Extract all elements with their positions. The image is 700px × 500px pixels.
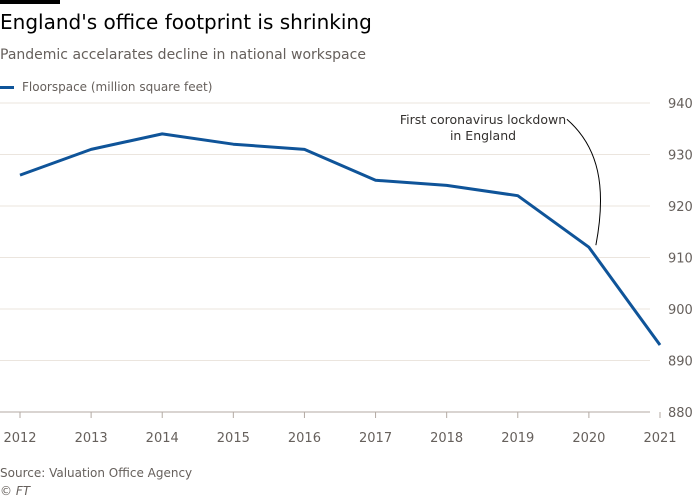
y-tick-label: 920 xyxy=(668,200,693,215)
x-tick-label: 2013 xyxy=(75,431,108,446)
source: Source: Valuation Office Agency xyxy=(0,466,193,480)
legend-swatch xyxy=(0,85,14,89)
chart-title: England's office footprint is shrinking xyxy=(0,10,372,34)
x-tick-label: 2014 xyxy=(146,431,179,446)
x-tick-label: 2019 xyxy=(501,431,534,446)
y-tick-label: 880 xyxy=(668,406,693,421)
brand-bar xyxy=(0,0,60,4)
y-tick-label: 910 xyxy=(668,252,693,267)
x-tick-label: 2016 xyxy=(288,431,321,446)
legend-label: Floorspace (million square feet) xyxy=(22,80,213,94)
x-tick-label: 2020 xyxy=(572,431,605,446)
y-tick-label: 890 xyxy=(668,355,693,370)
credit: © FT xyxy=(0,484,31,498)
series-line xyxy=(19,132,662,346)
chart-subtitle: Pandemic accelarates decline in national… xyxy=(0,47,366,63)
x-tick-label: 2017 xyxy=(359,431,392,446)
annotation-connector xyxy=(566,118,601,246)
x-tick-label: 2012 xyxy=(3,431,36,446)
y-tick-label: 930 xyxy=(668,149,693,164)
annotation-text: in England xyxy=(450,128,516,143)
x-tick-label: 2015 xyxy=(217,431,250,446)
annotation-text: First coronavirus lockdown xyxy=(400,112,566,127)
x-tick-label: 2021 xyxy=(643,431,676,446)
x-tick-label: 2018 xyxy=(430,431,463,446)
y-tick-label: 900 xyxy=(668,303,693,318)
legend: Floorspace (million square feet) xyxy=(0,80,212,94)
y-tick-label: 940 xyxy=(668,97,693,112)
